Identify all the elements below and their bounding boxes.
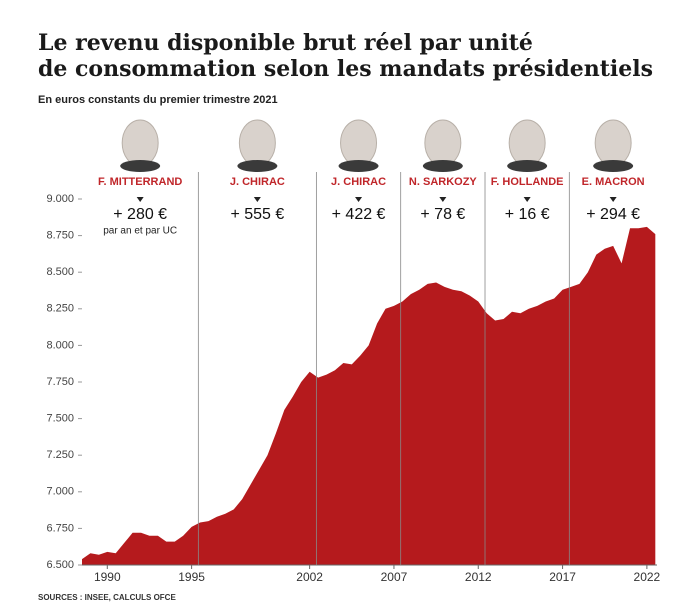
y-tick-label: 8.500	[46, 266, 74, 278]
marker-arrow	[136, 197, 144, 202]
portrait-suit	[237, 160, 278, 172]
y-tick-label: 7.000	[46, 486, 74, 498]
mandate-name: F. HOLLANDE	[491, 176, 564, 188]
mandate-change: + 280 €	[113, 206, 167, 223]
mandate-change: + 16 €	[505, 206, 550, 223]
x-tick-label: 2007	[381, 570, 408, 584]
mandate-change: + 78 €	[420, 206, 465, 223]
x-tick-label: 1995	[178, 570, 205, 584]
x-tick-label: 2012	[465, 570, 492, 584]
x-tick-label: 2002	[296, 570, 323, 584]
marker-arrow	[609, 197, 617, 202]
mandate-change: + 555 €	[230, 206, 284, 223]
portrait	[424, 119, 462, 167]
mandate-note: par an et par UC	[103, 226, 177, 237]
portrait-suit	[422, 160, 463, 172]
marker-arrow	[253, 197, 261, 202]
portrait-suit	[507, 160, 548, 172]
chart-subtitle: En euros constants du premier trimestre …	[38, 94, 278, 106]
y-tick-label: 8.750	[46, 230, 74, 242]
portrait-suit	[338, 160, 379, 172]
portrait	[238, 119, 276, 167]
x-tick-label: 2017	[549, 570, 576, 584]
portraits	[120, 119, 634, 172]
y-tick-label: 7.500	[46, 413, 74, 425]
marker-arrow	[523, 197, 531, 202]
portrait-suit	[593, 160, 634, 172]
mandate-change: + 422 €	[332, 206, 386, 223]
area	[82, 226, 656, 566]
y-tick-label: 9.000	[46, 193, 74, 205]
mandate-name: E. MACRON	[582, 176, 645, 188]
y-tick-label: 8.000	[46, 339, 74, 351]
y-tick-label: 7.250	[46, 449, 74, 461]
mandate-name: J. CHIRAC	[331, 176, 386, 188]
portrait	[340, 119, 378, 167]
marker-arrow	[355, 197, 363, 202]
y-tick-label: 8.250	[46, 303, 74, 315]
portrait-suit	[120, 160, 161, 172]
portrait	[508, 119, 546, 167]
mandate-name: J. CHIRAC	[230, 176, 285, 188]
source-note: SOURCES : INSEE, CALCULS OFCE	[38, 593, 176, 602]
y-tick-label: 7.750	[46, 376, 74, 388]
mandate-name: N. SARKOZY	[409, 176, 478, 188]
portrait	[594, 119, 632, 167]
y-tick-label: 6.750	[46, 522, 74, 534]
chart-title: Le revenu disponible brut réel par unité	[38, 30, 533, 56]
mandate-change: + 294 €	[586, 206, 640, 223]
chart-title: de consommation selon les mandats présid…	[38, 56, 653, 82]
marker-arrow	[439, 197, 447, 202]
y-tick-label: 6.500	[46, 559, 74, 571]
x-tick-label: 1990	[94, 570, 121, 584]
portrait	[121, 119, 159, 167]
x-tick-label: 2022	[634, 570, 661, 584]
mandate-name: F. MITTERRAND	[98, 176, 182, 188]
